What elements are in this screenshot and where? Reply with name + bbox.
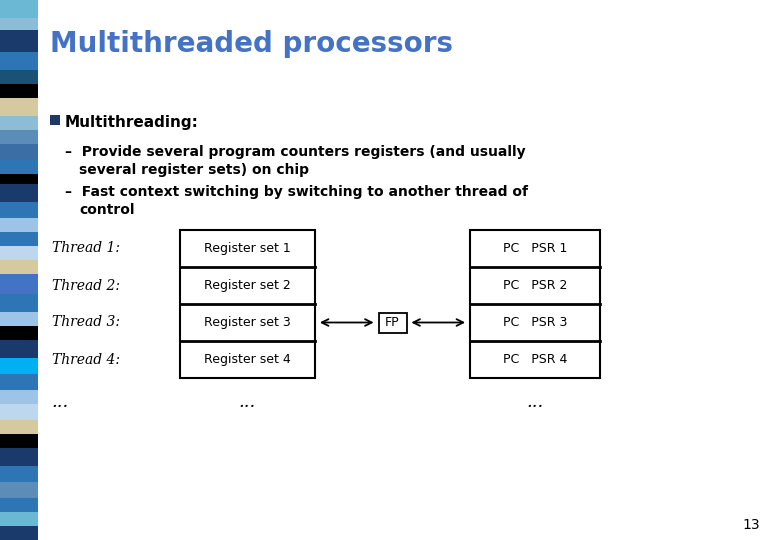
Bar (0, 526, 38, 540)
Bar (0, 18, 38, 30)
Bar (0, 218, 38, 232)
Text: Multithreaded processors: Multithreaded processors (50, 30, 453, 58)
Text: PC   PSR 1: PC PSR 1 (503, 242, 567, 255)
Bar (0, 434, 38, 448)
Bar (0, 326, 38, 340)
Bar (0, 84, 38, 98)
Bar (0, 312, 38, 326)
Bar (0, 420, 38, 434)
Bar (0, 448, 38, 466)
Text: PC   PSR 3: PC PSR 3 (503, 316, 567, 329)
Bar (0, 340, 38, 358)
Text: –  Fast context switching by switching to another thread of: – Fast context switching by switching to… (65, 185, 528, 199)
Bar (0, 70, 38, 84)
Bar (0, 374, 38, 390)
Text: Thread 3:: Thread 3: (52, 315, 120, 329)
Text: ...: ... (526, 393, 544, 411)
Bar (0, 466, 38, 482)
Bar (0, 274, 38, 294)
Text: ...: ... (51, 393, 69, 411)
Text: Thread 4:: Thread 4: (52, 353, 120, 367)
Text: PC   PSR 4: PC PSR 4 (503, 353, 567, 366)
Bar (0, 246, 38, 260)
Bar (0, 232, 38, 246)
Bar (0, 116, 38, 130)
Text: control: control (79, 203, 134, 217)
Bar (180, 230, 315, 378)
Bar (0, 294, 38, 312)
Bar (0, 98, 38, 116)
Bar (50, 115, 60, 125)
Bar (0, 144, 38, 160)
Bar (0, 358, 38, 374)
Text: Register set 2: Register set 2 (204, 279, 291, 292)
Bar (0, 184, 38, 202)
Text: PC   PSR 2: PC PSR 2 (503, 279, 567, 292)
Text: Register set 3: Register set 3 (204, 316, 291, 329)
Text: Register set 4: Register set 4 (204, 353, 291, 366)
Bar (0, 482, 38, 498)
Text: –  Provide several program counters registers (and usually: – Provide several program counters regis… (65, 145, 526, 159)
Text: ...: ... (239, 393, 256, 411)
Bar (0, 174, 38, 184)
Text: FP: FP (385, 316, 400, 329)
Bar (0, 160, 38, 174)
Bar (0, 30, 38, 52)
Bar (0, 404, 38, 420)
Bar (0, 52, 38, 70)
Text: 13: 13 (743, 518, 760, 532)
Bar (0, 202, 38, 218)
Text: several register sets) on chip: several register sets) on chip (79, 163, 309, 177)
Bar (0, 512, 38, 526)
Text: Register set 1: Register set 1 (204, 242, 291, 255)
Bar (0, 130, 38, 144)
Bar (378, 313, 406, 333)
Bar (0, 390, 38, 404)
Bar (0, 498, 38, 512)
Text: Thread 2:: Thread 2: (52, 279, 120, 293)
Bar (0, 0, 38, 18)
Bar (0, 260, 38, 274)
Text: Multithreading:: Multithreading: (65, 115, 199, 130)
Bar (470, 230, 600, 378)
Text: Thread 1:: Thread 1: (52, 241, 120, 255)
